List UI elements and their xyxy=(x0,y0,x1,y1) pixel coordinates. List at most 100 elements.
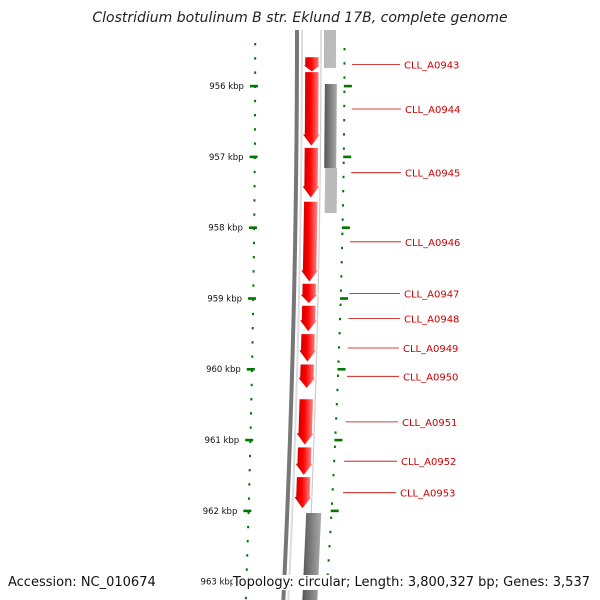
gene-label: CLL_A0953 xyxy=(400,489,455,500)
ruler-dot xyxy=(245,568,248,571)
ruler-dot xyxy=(253,170,256,174)
ruler-dot xyxy=(252,256,255,259)
ruler-dot xyxy=(339,303,342,306)
backbone-arc xyxy=(281,30,299,600)
ruler-dot xyxy=(334,431,337,434)
ruler-dot xyxy=(251,355,254,358)
ruler-dot xyxy=(250,369,253,372)
ruler-dot xyxy=(340,261,343,264)
reverse-strand-arc xyxy=(306,30,322,600)
ruler-dot xyxy=(342,175,345,179)
ruler-dot xyxy=(338,332,341,335)
gene-arrow xyxy=(297,363,317,389)
ruler-dot xyxy=(253,142,256,145)
gene-label: CLL_A0950 xyxy=(403,372,458,383)
ruler-major-tick xyxy=(245,438,254,442)
ruler-dot xyxy=(343,119,346,122)
gene-label: CLL_A0946 xyxy=(405,238,460,249)
gene-label: CLL_A0949 xyxy=(403,344,458,355)
map-title: Clostridium botulinum B str. Eklund 17B,… xyxy=(92,10,508,26)
ruler-dot xyxy=(254,57,257,60)
ruler-dot xyxy=(327,559,330,562)
ruler-dot xyxy=(341,246,344,250)
ruler-dot xyxy=(251,341,254,344)
ruler-dot xyxy=(343,104,346,108)
ruler-dot xyxy=(250,398,253,401)
ruler-dot xyxy=(249,440,252,443)
ruler-dot xyxy=(343,90,346,93)
ruler-dot xyxy=(251,312,254,316)
ruler-dot xyxy=(328,545,331,548)
ruler-dot xyxy=(249,426,252,429)
ruler-dot xyxy=(335,417,338,420)
ruler-tick-label: 963 kbp xyxy=(201,578,236,588)
ruler-dot xyxy=(253,128,256,131)
ruler-tick-label: 958 kbp xyxy=(208,224,243,234)
ruler-dot xyxy=(338,346,341,349)
ruler-major-tick xyxy=(343,155,352,159)
ruler-dot xyxy=(341,232,344,235)
gene-arrow xyxy=(301,147,321,199)
ruler-major-tick xyxy=(330,509,339,513)
ruler-tick-label: 960 kbp xyxy=(206,365,241,375)
ruler-dot xyxy=(343,76,346,79)
gene-layer xyxy=(293,56,322,510)
ruler-dot xyxy=(246,554,249,557)
ruler-dot xyxy=(333,445,336,448)
gene-label: CLL_A0947 xyxy=(404,289,459,300)
ruler-dot xyxy=(252,284,255,287)
track-segment xyxy=(324,84,337,168)
ruler-dot xyxy=(343,133,346,136)
ruler-dot xyxy=(254,114,257,117)
backbone-arc-highlight xyxy=(287,30,303,600)
gene-label: CLL_A0944 xyxy=(405,105,460,116)
ruler-dot xyxy=(254,99,257,103)
ruler-dot xyxy=(332,474,335,477)
ruler-dot xyxy=(339,317,342,321)
ruler-dot xyxy=(251,327,254,330)
ruler-major-tick xyxy=(248,226,257,229)
ruler-tick-label: 962 kbp xyxy=(203,507,238,517)
ruler-dot xyxy=(246,540,249,543)
ruler-dot xyxy=(326,573,329,576)
gene-arrow xyxy=(298,333,318,363)
ruler-dot xyxy=(248,469,251,472)
ruler-dot xyxy=(331,488,334,491)
ruler-layer: 956 kbp 957 kbp 958 kbp 959 kbp 960 kbp 961 k… xyxy=(201,43,352,600)
track-layer xyxy=(281,30,338,600)
ruler-dot xyxy=(342,147,345,150)
ruler-tick-label: 959 kbp xyxy=(207,294,242,304)
ruler-dot xyxy=(253,185,256,188)
gene-arrow xyxy=(294,446,314,476)
ruler-dot xyxy=(341,204,344,207)
ruler-dot xyxy=(343,62,346,65)
gene-arrow xyxy=(298,305,319,333)
track-segment xyxy=(324,168,338,213)
ruler-dot xyxy=(250,383,253,387)
ruler-dot xyxy=(342,190,345,193)
ruler-major-tick xyxy=(343,84,352,88)
ruler-dot xyxy=(249,454,252,458)
gene-arrow xyxy=(293,476,313,510)
ruler-dot xyxy=(248,483,251,486)
ruler-major-tick xyxy=(339,297,348,300)
ruler-dot xyxy=(340,275,343,278)
gene-arrow xyxy=(301,71,322,147)
ruler-dot xyxy=(336,374,339,377)
gene-label: CLL_A0952 xyxy=(401,457,456,468)
ruler-major-tick xyxy=(246,368,255,371)
gene-label: CLL_A0951 xyxy=(402,418,457,429)
ruler-dot xyxy=(333,459,336,463)
ruler-dot xyxy=(342,161,345,164)
ruler-major-tick xyxy=(247,297,256,300)
gene-arrow xyxy=(299,283,319,304)
ruler-dot xyxy=(244,596,247,600)
ruler-dot xyxy=(252,270,255,273)
gene-label: CLL_A0943 xyxy=(404,60,459,71)
ruler-dot xyxy=(253,199,256,202)
gene-label: CLL_A0948 xyxy=(404,315,459,326)
ruler-dot xyxy=(339,289,342,292)
ruler-dot xyxy=(247,497,250,500)
ruler-major-tick xyxy=(334,438,343,442)
